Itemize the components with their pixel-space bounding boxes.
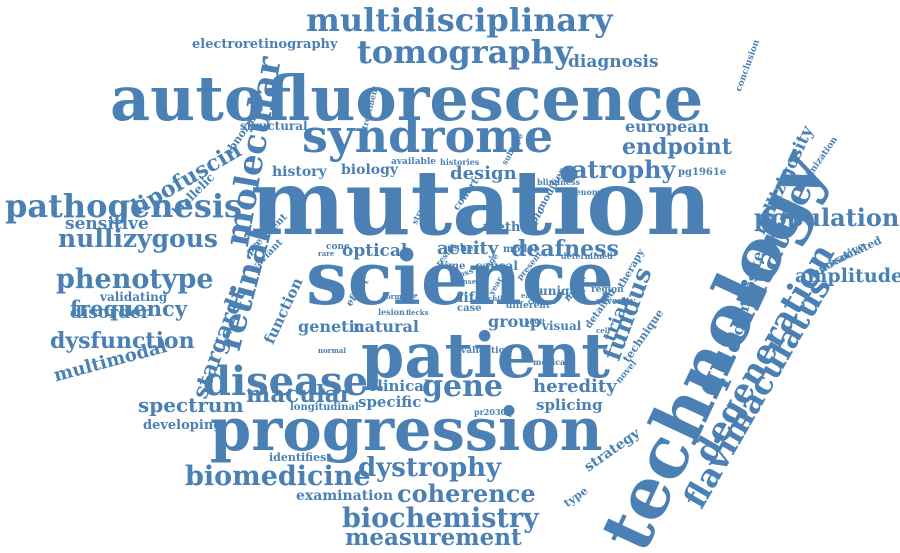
word-specific: specific	[358, 393, 422, 411]
word-case: case	[457, 303, 482, 314]
word-european: european	[625, 117, 710, 136]
word-blindness: blindness	[537, 177, 580, 187]
word-frequency: frequency	[70, 296, 188, 321]
word-cone: cone	[326, 242, 350, 252]
word-heredity: heredity	[533, 376, 617, 397]
word-measurement: measurement	[345, 524, 522, 551]
word-phenotype: phenotype	[56, 264, 214, 295]
word-design: design	[450, 163, 517, 184]
word-autofluorescence: autofluorescence	[110, 62, 704, 135]
word-electroretinography: electroretinography	[192, 37, 338, 52]
word-histories: histories	[440, 157, 480, 167]
word-syndrome: syndrome	[302, 109, 554, 163]
word-adult: adult	[525, 317, 546, 326]
word-validation: validation	[461, 346, 512, 356]
word-flecks: flecks	[406, 308, 429, 317]
word-longitudinal: longitudinal	[290, 402, 359, 413]
word-nullizygous: nullizygous	[58, 224, 218, 253]
word-genetic: genetic	[298, 317, 365, 336]
word-normal: normal	[318, 346, 347, 355]
word-biology: biology	[341, 162, 399, 178]
word-central: central	[528, 297, 556, 306]
word-different: different	[506, 301, 550, 311]
word-mutation: mutation	[250, 150, 712, 256]
word-spectrum: spectrum	[138, 393, 244, 417]
word-macular: macular	[246, 381, 352, 408]
word-usher: usher	[447, 243, 479, 254]
word-late: late	[571, 274, 586, 283]
word-group: group	[488, 312, 542, 331]
word-eye: eye	[405, 291, 418, 300]
word-cell: cell	[596, 326, 611, 335]
word-diagnosis: diagnosis	[568, 52, 659, 72]
word-time: time	[440, 261, 466, 272]
word-form: form	[383, 292, 402, 301]
word-dysfunction: dysfunction	[50, 328, 195, 354]
word-examination: examination	[296, 488, 394, 504]
word-available: available	[391, 157, 436, 167]
word-region: region	[591, 285, 624, 295]
word-developing: developing	[143, 418, 223, 433]
word-gene: gene	[422, 369, 503, 404]
word-science: science	[306, 236, 614, 322]
word-medical: medical	[533, 357, 569, 367]
word-disease: disease	[203, 358, 369, 405]
word-biochemistry: biochemistry	[342, 503, 539, 534]
word-method: method	[483, 220, 539, 235]
word-deafness: deafness	[511, 236, 619, 262]
word-splicing: splicing	[536, 396, 603, 414]
word-pg1961e: pg1961e	[678, 167, 727, 178]
word-history: history	[272, 164, 327, 180]
word-structural: structural	[240, 119, 308, 133]
word-child: child	[488, 294, 508, 303]
word-patient: patient	[361, 319, 610, 392]
word-severity: severity	[596, 297, 636, 307]
word-sensitive: sensitive	[65, 214, 149, 234]
word-progression: progression	[210, 395, 603, 464]
word-multidisciplinary: multidisciplinary	[306, 1, 613, 39]
word-rare: rare	[318, 249, 335, 258]
word-life: life	[458, 290, 484, 306]
word-lesion: lesion	[378, 307, 405, 317]
word-pr2030q: pr2030q	[474, 407, 512, 417]
word-model: model	[503, 244, 538, 255]
word-early: early	[521, 291, 541, 300]
word-population: population	[754, 203, 900, 232]
word-natural: natural	[353, 317, 419, 336]
word-novel: novel	[614, 358, 640, 386]
word-optical: optical	[342, 241, 408, 261]
word-genomic: genomic	[570, 187, 609, 197]
word-validating: validating	[100, 290, 168, 304]
word-onset: onset	[458, 277, 480, 286]
word-pathogenesis: pathogenesis	[5, 187, 243, 225]
word-disorder: disorder	[70, 303, 150, 323]
word-amplitude: amplitude	[795, 265, 900, 287]
word-tomography: tomography	[357, 33, 573, 71]
word-endpoint: endpoint	[622, 134, 732, 160]
word-biomedicine: biomedicine	[185, 461, 371, 492]
word-determined: determined	[561, 251, 613, 261]
word-visual: visual	[542, 319, 582, 333]
word-acuity: acuity	[437, 238, 499, 259]
word-conclusion: conclusion	[734, 38, 763, 94]
word-type: type	[561, 484, 591, 510]
word-dystrophy: dystrophy	[358, 453, 502, 483]
word-causal: causal	[475, 259, 518, 273]
word-identifies: identifies	[269, 451, 327, 464]
word-atrophy: atrophy	[572, 155, 676, 184]
word-coherence: coherence	[397, 479, 536, 508]
word-unique: unique	[539, 284, 586, 298]
word-clinical: clinical	[368, 377, 430, 395]
